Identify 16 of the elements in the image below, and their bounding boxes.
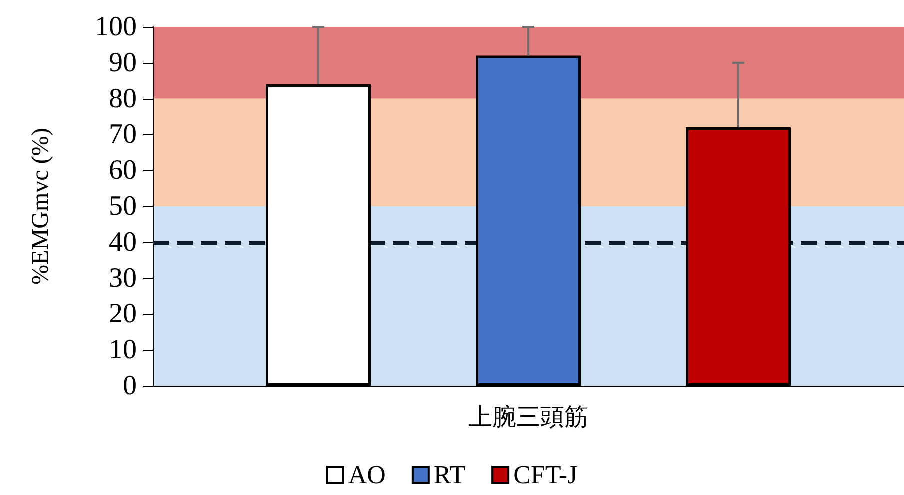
y-tick-label: 70 [109,119,137,150]
y-tick-label: 60 [109,155,137,186]
y-tick-label: 10 [109,334,137,366]
y-tick-label: 90 [109,47,137,78]
x-tick-label: 上腕三頭筋 [468,404,588,431]
y-tick-label: 40 [109,226,137,258]
y-tick-label: 80 [109,83,137,114]
y-tick-label: 0 [123,370,137,402]
y-tick-label: 100 [95,12,137,42]
y-tick-label: 50 [109,191,137,222]
y-axis-title: %EMGmvc (%) [28,128,54,285]
legend-label: AO [348,460,386,490]
legend-label: RT [434,460,466,490]
y-tick-label: 30 [109,262,137,294]
legend-label: CFT-J [514,460,578,490]
y-tick-label: 20 [109,298,137,330]
